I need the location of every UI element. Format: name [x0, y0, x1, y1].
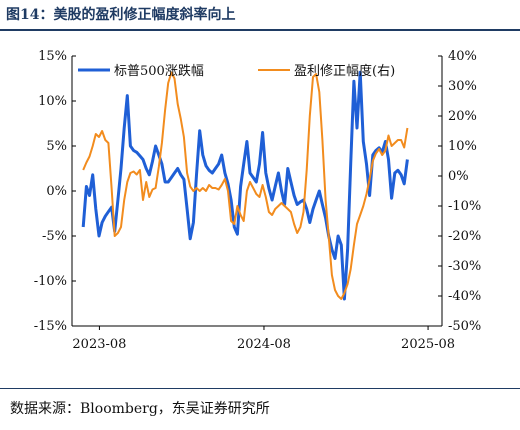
y-right-tick-label: 40%	[448, 49, 477, 64]
y-right-tick-label: -30%	[448, 259, 481, 274]
title-rule	[0, 29, 520, 31]
y-right-tick-label: 0%	[448, 169, 469, 184]
source-rule	[0, 388, 520, 389]
y-right-tick-label: 20%	[448, 109, 477, 124]
chart-svg: 15% 10% 5% 0% -5% -10% -15% 40% 30% 20% 10% 0% -10% -…	[34, 49, 482, 352]
y-right-tick-label: -50%	[448, 319, 481, 334]
y-left-tick-label: 0%	[46, 184, 67, 199]
y-right-tick-label: -10%	[448, 199, 481, 214]
series-line-earnings-revision	[82, 71, 409, 300]
x-tick-label: 2025-08	[401, 337, 455, 352]
y-left-tick-label: 10%	[38, 94, 67, 109]
figure-title: 图14：美股的盈利修正幅度斜率向上	[6, 7, 236, 23]
source-note: 数据来源：Bloomberg，东吴证券研究所	[10, 401, 270, 417]
y-right-tick-label: -20%	[448, 229, 481, 244]
series-line-sp500	[81, 70, 409, 301]
x-tick-label: 2023-08	[72, 337, 126, 352]
y-right-tick-label: -40%	[448, 289, 481, 304]
y-left-tick-label: 15%	[38, 49, 67, 64]
y-right-tick-label: 10%	[448, 139, 477, 154]
y-left-tick-label: -5%	[42, 229, 67, 244]
y-left-tick-label: -10%	[34, 274, 67, 289]
legend-label-sp500: 标普500涨跌幅	[114, 63, 204, 79]
legend-label-earnings-revision: 盈利修正幅度(右)	[294, 63, 395, 79]
x-tick-label: 2024-08	[237, 337, 291, 352]
y-left-tick-label: -15%	[34, 319, 67, 334]
y-right-tick-label: 30%	[448, 79, 477, 94]
y-left-tick-label: 5%	[46, 139, 67, 154]
